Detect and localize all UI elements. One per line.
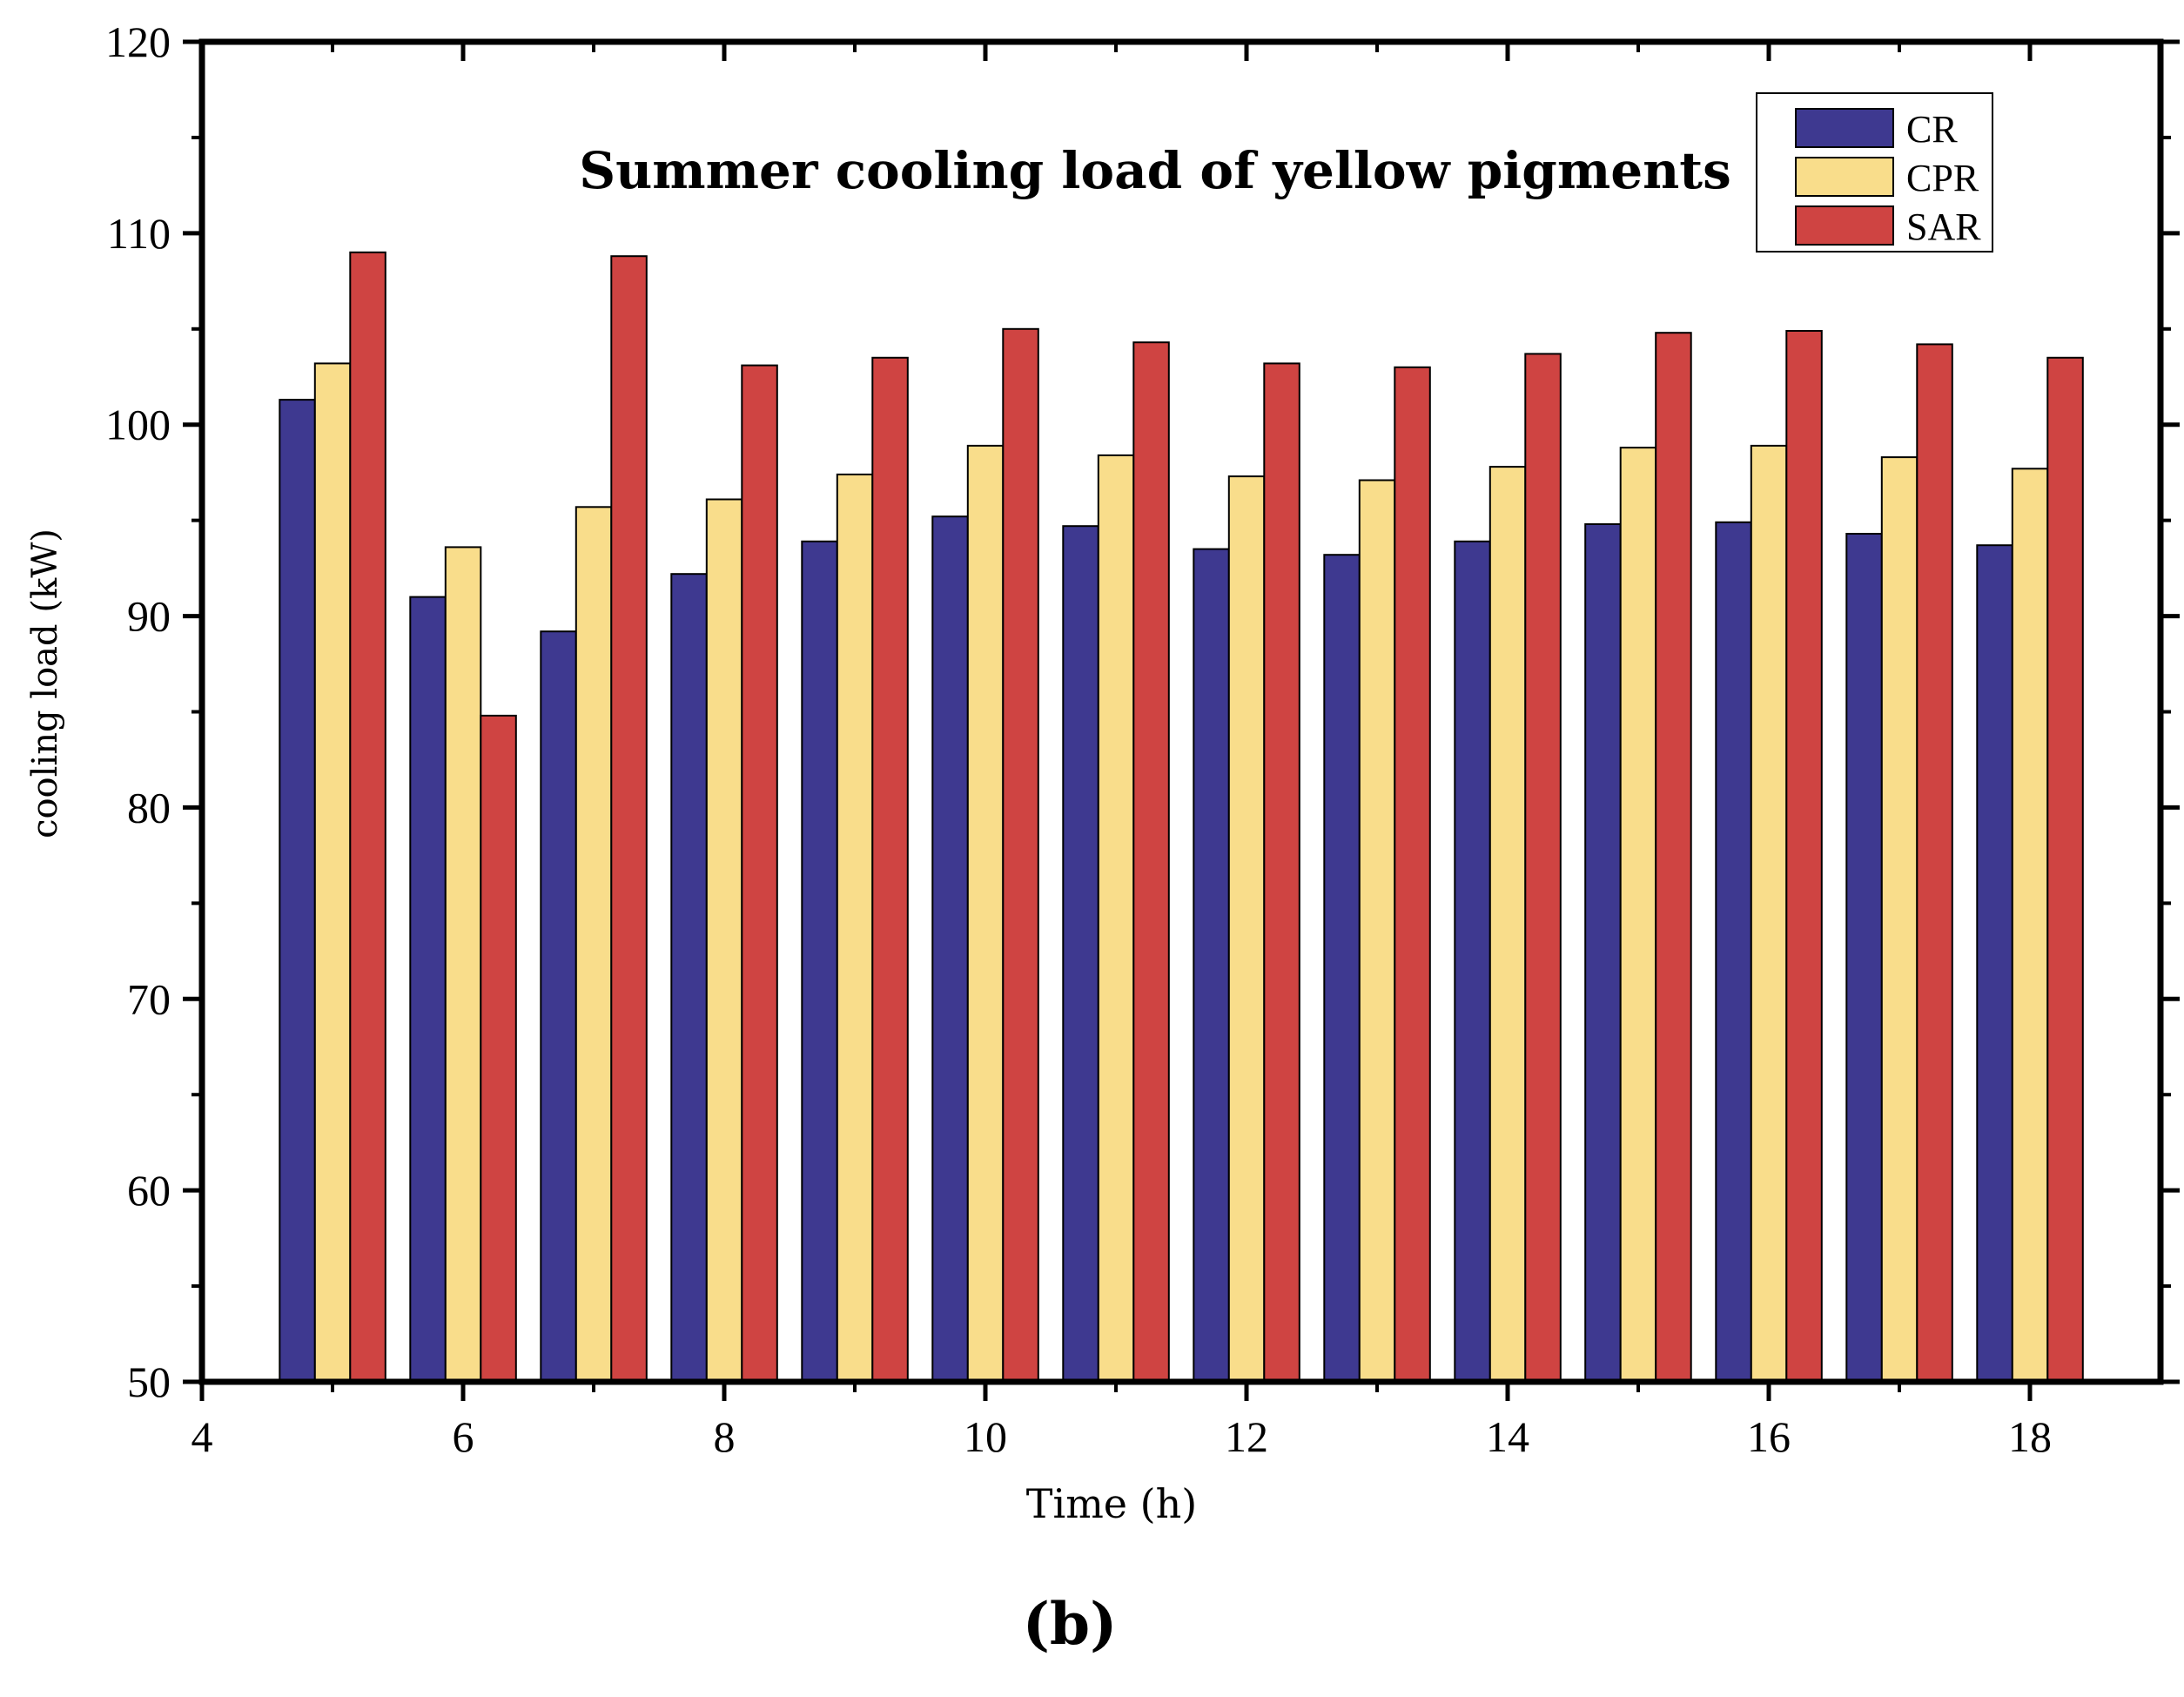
bar-cr-17 <box>1845 533 1883 1383</box>
bar-sar-18 <box>2046 356 2084 1383</box>
y-tick-label: 50 <box>127 1357 171 1406</box>
y-tick-label: 100 <box>105 401 171 449</box>
bars-group <box>279 251 2084 1384</box>
x-tick-label: 16 <box>1747 1412 1791 1461</box>
legend-label-sar: SAR <box>1906 205 1981 248</box>
bar-sar-12 <box>1263 362 1300 1383</box>
bar-cpr-16 <box>1750 444 1788 1383</box>
bar-sar-10 <box>1002 327 1039 1383</box>
bar-cr-10 <box>931 515 969 1383</box>
x-axis-label: Time (h) <box>1026 1480 1197 1527</box>
bar-cpr-7 <box>575 506 613 1383</box>
legend-swatch-cr <box>1795 108 1894 148</box>
bar-cr-16 <box>1715 521 1752 1383</box>
legend-label-cpr: CPR <box>1906 157 1979 199</box>
bar-cpr-17 <box>1880 456 1919 1383</box>
bar-cr-13 <box>1323 554 1361 1383</box>
bar-cr-12 <box>1193 548 1230 1383</box>
bar-cpr-10 <box>966 444 1005 1383</box>
bar-cr-15 <box>1584 523 1622 1383</box>
legend-swatch-sar <box>1795 205 1894 246</box>
legend-label-cr: CR <box>1906 108 1958 151</box>
bar-cr-5 <box>279 399 316 1384</box>
plot-frame <box>198 38 2164 1385</box>
bar-sar-9 <box>871 356 909 1383</box>
bar-cr-6 <box>409 596 447 1383</box>
bar-cr-18 <box>1976 544 2013 1383</box>
x-tick-label: 6 <box>453 1412 474 1461</box>
y-tick-label: 120 <box>105 17 171 66</box>
bar-cpr-15 <box>1619 447 1657 1383</box>
bar-sar-8 <box>741 364 778 1384</box>
bar-sar-7 <box>610 255 648 1384</box>
x-tick-label: 18 <box>2008 1412 2052 1461</box>
bar-sar-14 <box>1524 353 1562 1383</box>
bar-cpr-12 <box>1227 475 1266 1383</box>
bar-cpr-18 <box>2011 468 2049 1383</box>
bar-cpr-11 <box>1097 454 1135 1383</box>
legend: CR CPR SAR <box>1756 92 1993 253</box>
bar-cr-9 <box>801 540 838 1383</box>
y-tick-label: 70 <box>127 974 171 1023</box>
bar-cpr-6 <box>444 546 482 1383</box>
x-tick-label: 14 <box>1486 1412 1529 1461</box>
legend-swatch-cpr <box>1795 157 1894 197</box>
y-axis-label: cooling load (kW) <box>25 529 65 838</box>
bar-cr-8 <box>670 573 708 1383</box>
bar-cr-14 <box>1454 540 1491 1383</box>
bar-cpr-13 <box>1358 479 1396 1383</box>
bar-sar-13 <box>1394 366 1431 1383</box>
bar-sar-11 <box>1132 341 1170 1384</box>
bar-cpr-14 <box>1488 466 1527 1383</box>
y-tick-label: 110 <box>107 209 171 258</box>
x-tick-label: 12 <box>1225 1412 1268 1461</box>
y-tick-label: 80 <box>127 783 171 832</box>
bar-sar-5 <box>349 251 386 1383</box>
x-tick-label: 8 <box>714 1412 736 1461</box>
bar-sar-15 <box>1655 332 1692 1384</box>
x-tick-label: 4 <box>192 1412 213 1461</box>
bar-sar-17 <box>1916 343 1953 1383</box>
y-tick-label: 90 <box>127 592 171 641</box>
panel-label: (b) <box>1023 1590 1118 1658</box>
bar-sar-16 <box>1785 330 1823 1383</box>
bar-cr-11 <box>1062 525 1099 1383</box>
bar-cr-7 <box>540 630 577 1383</box>
y-tick-label: 60 <box>127 1166 171 1215</box>
bar-cpr-5 <box>313 362 352 1383</box>
bar-cpr-9 <box>836 473 874 1383</box>
chart-title: Summer cooling load of yellow pigments <box>579 141 1731 200</box>
bar-sar-6 <box>480 714 517 1383</box>
bar-cpr-8 <box>705 498 743 1383</box>
x-tick-label: 10 <box>964 1412 1007 1461</box>
